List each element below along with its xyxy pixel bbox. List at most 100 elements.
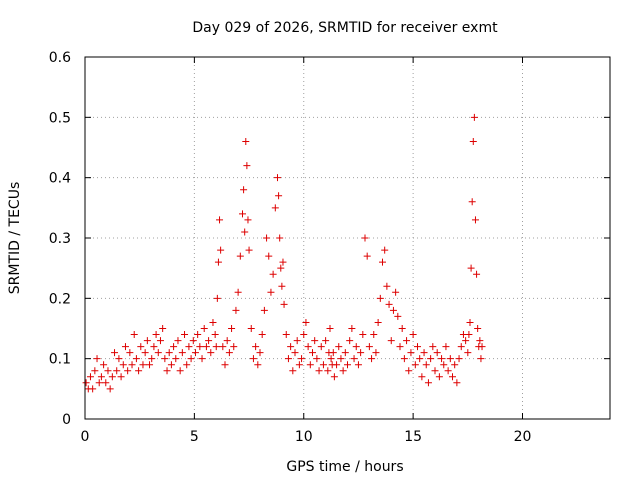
data-point [128,361,136,369]
data-point [141,349,149,357]
data-point [219,343,227,351]
data-point [263,234,271,242]
data-point [108,373,116,381]
data-point [176,367,184,375]
data-point [392,288,400,296]
y-axis-title: SRMTID / TECUs [7,182,23,295]
data-point [252,343,260,351]
data-point [239,210,246,218]
data-point [172,355,180,363]
data-point [269,270,277,278]
data-point [287,343,295,351]
data-point [291,349,299,357]
data-point [211,331,219,339]
data-point [152,331,160,339]
data-point [409,331,417,339]
data-point [139,361,147,369]
data-point [137,343,145,351]
y-tick-label: 0.3 [49,231,71,247]
data-point [457,343,465,351]
data-point [95,379,103,387]
data-point [146,361,154,369]
data-point [191,349,199,357]
grid [85,57,610,419]
data-point [449,373,456,381]
data-point [100,361,108,369]
data-point [403,337,411,345]
data-point [330,373,338,381]
data-point [185,343,193,351]
data-point [322,337,330,345]
data-points [82,113,486,393]
data-point [234,288,242,296]
data-point [455,355,463,363]
data-point [418,373,426,381]
data-point [154,349,162,357]
data-point [93,355,101,363]
data-point [242,137,250,145]
x-axis-title: GPS time / hours [286,459,403,475]
data-point [469,137,477,145]
data-point [350,355,358,363]
y-tick-label: 0 [62,412,71,428]
data-point [400,355,408,363]
data-point [148,355,156,363]
data-point [368,355,376,363]
data-point [344,361,351,369]
data-point [424,379,432,387]
data-point [293,337,301,345]
data-point [174,337,182,345]
data-point [165,349,173,357]
data-point [223,337,231,345]
data-point [354,361,362,369]
data-point [389,306,397,314]
y-tick-label: 0.2 [49,291,71,307]
data-point [254,361,262,369]
data-point [311,337,319,345]
plot-frame [84,56,611,420]
data-point [113,367,121,375]
data-point [357,349,365,357]
data-point [130,331,138,339]
data-point [476,337,484,345]
data-point [150,343,158,351]
data-point [374,318,382,326]
y-tick-label: 0.5 [49,110,71,126]
data-point [276,234,284,242]
data-point [241,228,249,236]
data-point [302,318,310,326]
data-point [309,349,316,357]
data-point [298,355,306,363]
data-point [346,337,354,345]
data-point [111,349,119,357]
data-point [451,361,459,369]
axis-ticks: 0 5 10 15 20 0 0.1 0.2 0.3 0.4 0.5 0.6 [49,50,610,445]
data-point [104,367,112,375]
data-point [444,367,452,375]
data-point [468,198,476,206]
data-point [214,258,222,266]
data-point [183,361,191,369]
data-point [240,186,248,194]
data-point [420,349,428,357]
data-point [159,325,167,332]
data-point [295,361,303,369]
data-point [282,331,290,339]
data-point [348,325,356,332]
data-point [91,367,99,375]
data-point [86,373,94,381]
data-point [284,355,292,363]
data-point [363,252,371,260]
data-point [280,300,288,308]
data-point [327,355,335,363]
data-point [477,355,485,363]
data-point [156,337,164,345]
data-point [189,337,197,345]
data-point [205,337,213,345]
data-point [442,343,450,351]
y-tick-label: 0.6 [49,50,71,66]
data-point [277,264,285,272]
data-point [265,252,273,260]
data-point [464,349,472,357]
data-point [267,288,275,296]
